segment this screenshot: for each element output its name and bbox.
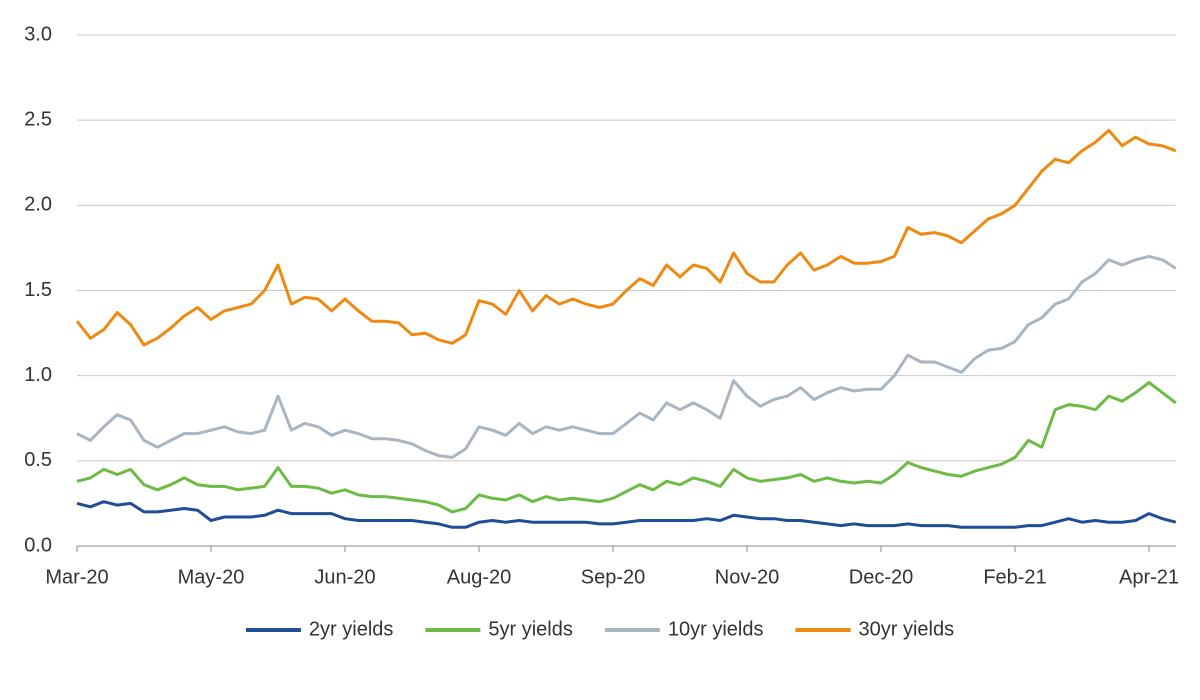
series-line [76,500,1177,529]
y-tick-label: 1.5 [24,279,52,301]
x-tick-label: Jun-20 [314,566,375,588]
series-line [76,381,1177,514]
x-tick-label: Dec-20 [849,566,913,588]
legend-label: 2yr yields [309,618,393,640]
series-line [76,254,1177,459]
x-tick-label: Sep-20 [581,566,646,588]
y-tick-label: 0.5 [24,449,52,471]
x-tick-label: Nov-20 [715,566,779,588]
series-line [75,128,1177,347]
y-tick-label: 1.0 [24,364,52,386]
y-tick-label: 2.0 [24,194,52,216]
legend-label: 30yr yields [858,618,954,640]
x-tick-label: Aug-20 [447,566,512,588]
x-tick-label: May-20 [178,566,245,588]
y-tick-label: 3.0 [24,23,52,45]
x-tick-label: Mar-20 [45,566,108,588]
y-tick-label: 2.5 [24,108,52,130]
legend-label: 5yr yields [488,618,572,640]
legend-label: 10yr yields [668,618,764,640]
y-tick-label: 0.0 [24,534,52,556]
x-tick-label: Apr-21 [1119,566,1179,588]
x-tick-label: Feb-21 [983,566,1046,588]
